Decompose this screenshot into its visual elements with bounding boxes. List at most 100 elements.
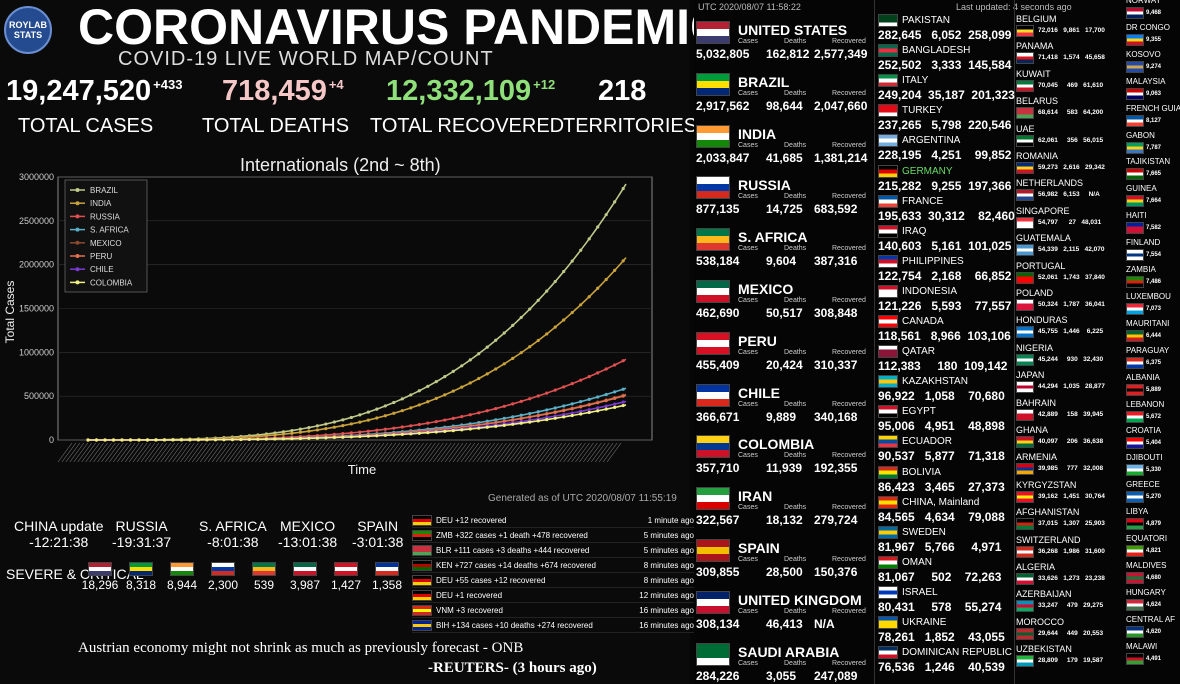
country-mid[interactable]: BOLIVIA 86,423 3,465 27,373 bbox=[878, 464, 1014, 496]
country-small[interactable]: BELGIUM 72,016 9,861 17,700 bbox=[1016, 14, 1126, 42]
country-big[interactable]: SPAIN Cases Deaths Recovered 309,855 28,500 15… bbox=[694, 526, 874, 579]
country-big[interactable]: RUSSIA Cases Deaths Recovered 877,135 14,725 6… bbox=[694, 163, 874, 216]
country-small[interactable]: GUATEMALA 54,339 2,115 42,070 bbox=[1016, 233, 1126, 261]
country-tiny[interactable]: LEBANON 5,672 bbox=[1126, 400, 1180, 428]
country-mid[interactable]: GERMANY 215,282 9,255 197,366 bbox=[878, 163, 1014, 195]
country-tiny[interactable]: ALBANIA 5,889 bbox=[1126, 373, 1180, 401]
country-big[interactable]: MEXICO Cases Deaths Recovered 462,690 50,517 3… bbox=[694, 267, 874, 320]
country-big[interactable]: SAUDI ARABIA Cases Deaths Recovered 284,226 3… bbox=[694, 630, 874, 683]
legend-label: BRAZIL bbox=[90, 186, 119, 195]
flag-dz-icon bbox=[1016, 573, 1034, 585]
country-mid[interactable]: CHINA, Mainland 84,565 4,634 79,088 bbox=[878, 494, 1014, 526]
country-tiny[interactable]: DJIBOUTI 5,330 bbox=[1126, 453, 1180, 481]
x-tick-mark bbox=[267, 442, 282, 463]
country-mid[interactable]: ITALY 249,204 35,187 201,323 bbox=[878, 72, 1015, 104]
country-small[interactable]: SWITZERLAND 36,268 1,986 31,600 bbox=[1016, 535, 1126, 563]
country-tiny[interactable]: MAURITANI 6,444 bbox=[1126, 319, 1180, 347]
country-small[interactable]: MOROCCO 29,644 449 20,553 bbox=[1016, 617, 1126, 645]
country-values: 28,809 179 19,587 bbox=[1038, 657, 1104, 665]
country-mid[interactable]: ARGENTINA 228,195 4,251 99,852 bbox=[878, 132, 1014, 164]
country-small[interactable]: UZBEKISTAN 28,809 179 19,587 bbox=[1016, 644, 1126, 672]
country-tiny[interactable]: LIBYA 4,879 bbox=[1126, 507, 1180, 535]
country-tiny[interactable]: CROATIA 5,404 bbox=[1126, 426, 1180, 454]
country-tiny[interactable]: CENTRAL AF 4,620 bbox=[1126, 615, 1180, 643]
country-small[interactable]: AFGHANISTAN 37,015 1,307 25,903 bbox=[1016, 507, 1126, 535]
country-big[interactable]: CHILE Cases Deaths Recovered 366,671 9,889 340… bbox=[694, 371, 874, 424]
country-small[interactable]: JAPAN 44,294 1,035 28,877 bbox=[1016, 370, 1126, 398]
country-tiny[interactable]: FRENCH GUIA 8,127 bbox=[1126, 104, 1180, 132]
flag-ly-icon bbox=[1126, 518, 1144, 531]
country-tiny[interactable]: MALDIVES 4,680 bbox=[1126, 561, 1180, 589]
country-small[interactable]: PANAMA 71,418 1,574 45,658 bbox=[1016, 41, 1126, 69]
country-tiny[interactable]: HAITI 7,582 bbox=[1126, 211, 1180, 239]
flag-za-icon bbox=[696, 228, 730, 252]
country-tiny[interactable]: PARAGUAY 6,375 bbox=[1126, 346, 1180, 374]
country-mid[interactable]: CANADA 118,561 8,966 103,106 bbox=[878, 313, 1014, 345]
x-tick-mark bbox=[61, 442, 77, 463]
country-tiny[interactable]: GABON 7,787 bbox=[1126, 131, 1180, 159]
country-big[interactable]: UNITED KINGDOM Cases Deaths Recovered 308,13… bbox=[694, 578, 874, 631]
country-small[interactable]: SINGAPORE 54,797 27 48,031 bbox=[1016, 206, 1126, 234]
series-point bbox=[451, 428, 455, 433]
country-small[interactable]: PORTUGAL 52,061 1,743 37,840 bbox=[1016, 261, 1126, 289]
country-big[interactable]: IRAN Cases Deaths Recovered 322,567 18,132 279… bbox=[694, 474, 874, 527]
country-mid[interactable]: IRAQ 140,603 5,161 101,025 bbox=[878, 223, 1014, 255]
country-small[interactable]: NETHERLANDS 56,982 6,153 N/A bbox=[1016, 178, 1126, 206]
country-small[interactable]: ARMENIA 39,985 777 32,008 bbox=[1016, 452, 1126, 480]
country-big[interactable]: COLOMBIA Cases Deaths Recovered 357,710 11,93… bbox=[694, 422, 874, 475]
series-point bbox=[162, 438, 167, 442]
country-mid[interactable]: ECUADOR 90,537 5,877 71,318 bbox=[878, 433, 1014, 465]
country-name: ARMENIA bbox=[1016, 452, 1058, 463]
country-mid[interactable]: ISRAEL 80,431 578 55,274 bbox=[878, 584, 1014, 616]
country-small[interactable]: AZERBAIJAN 33,247 479 29,275 bbox=[1016, 589, 1126, 617]
feed-row: DEU +12 recovered 1 minute ago bbox=[412, 513, 694, 528]
country-small[interactable]: BAHRAIN 42,889 158 39,945 bbox=[1016, 398, 1126, 426]
country-mid[interactable]: QATAR 112,383 180 109,142 bbox=[878, 343, 1014, 375]
country-mid[interactable]: KAZAKHSTAN 96,922 1,058 70,680 bbox=[878, 373, 1014, 405]
country-tiny[interactable]: MALAWI 4,491 bbox=[1126, 642, 1180, 670]
x-tick-mark bbox=[606, 442, 622, 463]
country-tiny[interactable]: GREECE 5,270 bbox=[1126, 480, 1180, 508]
country-small[interactable]: ROMANIA 59,273 2,616 29,342 bbox=[1016, 151, 1126, 179]
country-tiny[interactable]: NORWAY 9,468 bbox=[1126, 0, 1180, 24]
country-tiny[interactable]: GUINEA 7,664 bbox=[1126, 184, 1180, 212]
country-mid[interactable]: DOMINICAN REPUBLIC 76,536 1,246 40,539 bbox=[878, 644, 1014, 676]
country-mid[interactable]: SWEDEN 81,967 5,766 4,971 bbox=[878, 524, 1014, 556]
country-tiny[interactable]: DR CONGO 9,355 bbox=[1126, 23, 1180, 51]
country-mid[interactable]: INDONESIA 121,226 5,593 77,557 bbox=[878, 283, 1014, 315]
country-big[interactable]: BRAZIL Cases Deaths Recovered 2,917,562 98,64… bbox=[694, 60, 874, 113]
country-small[interactable]: KUWAIT 70,045 469 61,610 bbox=[1016, 69, 1126, 97]
country-big[interactable]: PERU Cases Deaths Recovered 455,409 20,424 310… bbox=[694, 319, 874, 372]
country-mid[interactable]: OMAN 81,067 502 72,263 bbox=[878, 554, 1014, 586]
country-mid[interactable]: UKRAINE 78,261 1,852 43,055 bbox=[878, 614, 1014, 646]
flag-sa-icon bbox=[696, 642, 730, 666]
country-small[interactable]: ALGERIA 33,626 1,273 23,238 bbox=[1016, 562, 1126, 590]
country-small[interactable]: HONDURAS 45,755 1,446 6,225 bbox=[1016, 315, 1126, 343]
country-small[interactable]: GHANA 40,097 206 36,638 bbox=[1016, 425, 1126, 453]
country-big[interactable]: UNITED STATES Cases Deaths Recovered 5,032,8… bbox=[694, 8, 874, 61]
country-tiny[interactable]: TAJIKISTAN 7,665 bbox=[1126, 157, 1180, 185]
country-tiny[interactable]: KOSOVO 9,274 bbox=[1126, 50, 1180, 78]
country-mid[interactable]: EGYPT 95,006 4,951 48,898 bbox=[878, 403, 1014, 435]
country-tiny[interactable]: HUNGARY 4,624 bbox=[1126, 588, 1180, 616]
country-mid[interactable]: PHILIPPINES 122,754 2,168 66,852 bbox=[878, 253, 1014, 285]
country-tiny[interactable]: MALAYSIA 9,063 bbox=[1126, 77, 1180, 105]
country-tiny[interactable]: EQUATORI 4,821 bbox=[1126, 534, 1180, 562]
country-big[interactable]: S. AFRICA Cases Deaths Recovered 538,184 9,60… bbox=[694, 215, 874, 268]
country-mid[interactable]: PAKISTAN 282,645 6,052 258,099 bbox=[878, 12, 1014, 44]
country-tiny[interactable]: FINLAND 7,554 bbox=[1126, 238, 1180, 266]
country-small[interactable]: POLAND 50,324 1,787 36,041 bbox=[1016, 288, 1126, 316]
country-mid[interactable]: TURKEY 237,265 5,798 220,546 bbox=[878, 102, 1014, 134]
country-small[interactable]: UAE 62,061 356 56,015 bbox=[1016, 124, 1126, 152]
country-mid[interactable]: BANGLADESH 252,502 3,333 145,584 bbox=[878, 42, 1014, 74]
news-headline[interactable]: Austrian economy might not shrink as muc… bbox=[78, 640, 524, 656]
country-tiny[interactable]: LUXEMBOU 7,073 bbox=[1126, 292, 1180, 320]
country-small[interactable]: NIGERIA 45,244 930 32,430 bbox=[1016, 343, 1126, 371]
recovered-value: 150,376 bbox=[814, 565, 858, 579]
country-small[interactable]: BELARUS 68,614 583 64,200 bbox=[1016, 96, 1126, 124]
country-small[interactable]: KYRGYZSTAN 39,162 1,451 30,764 bbox=[1016, 480, 1126, 508]
country-tiny[interactable]: ZAMBIA 7,486 bbox=[1126, 265, 1180, 293]
flag-gr-icon bbox=[1126, 491, 1144, 504]
country-mid[interactable]: FRANCE 195,633 30,312 82,460 bbox=[878, 193, 1015, 225]
country-big[interactable]: INDIA Cases Deaths Recovered 2,033,847 41,685… bbox=[694, 112, 874, 165]
